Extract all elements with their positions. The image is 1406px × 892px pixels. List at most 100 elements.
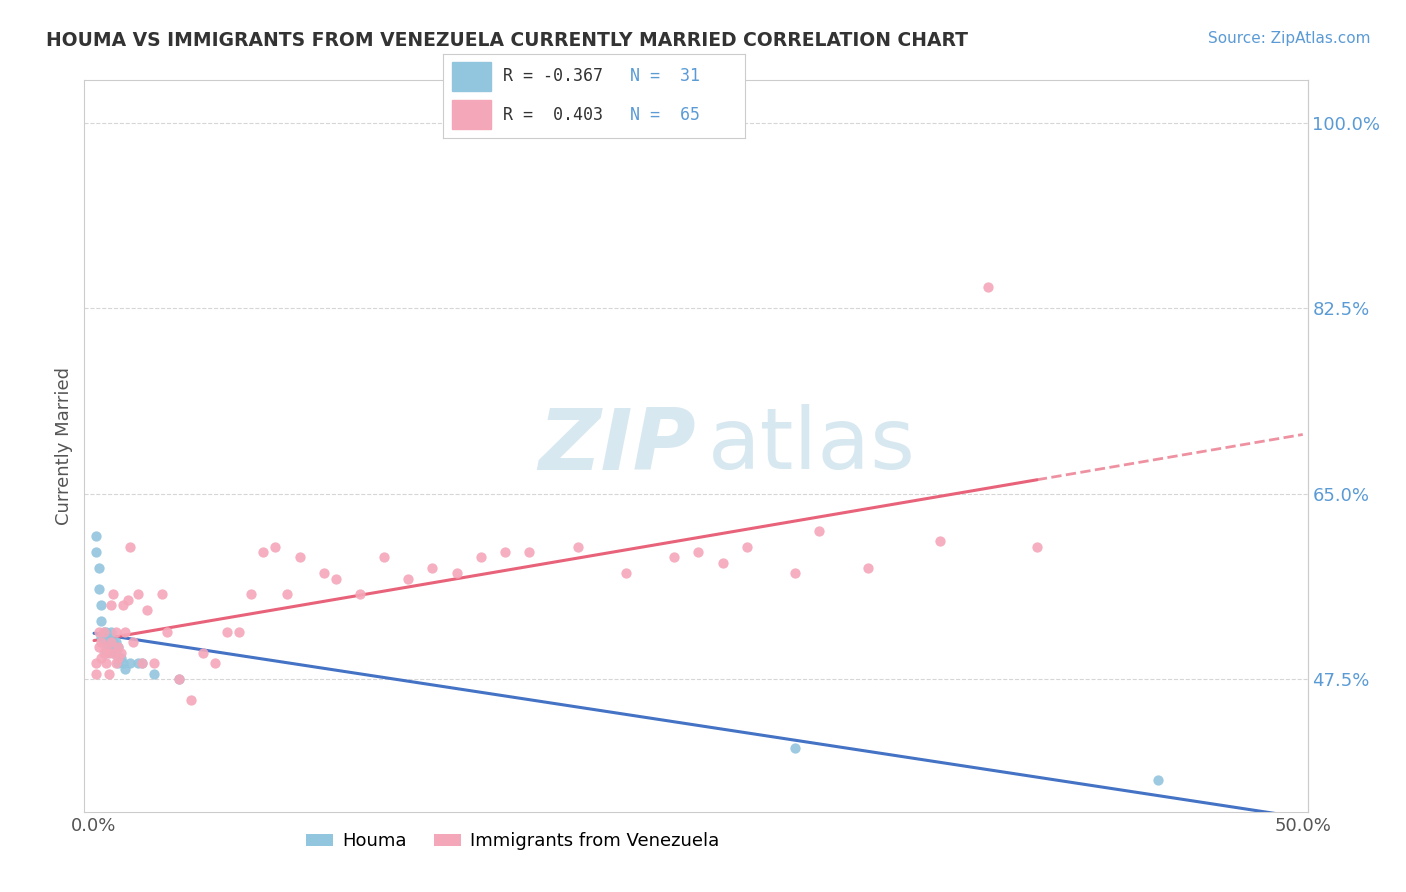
Point — [107, 640, 129, 655]
Point — [90, 630, 112, 644]
Point — [150, 587, 173, 601]
Point — [446, 566, 468, 581]
Point — [103, 635, 125, 649]
Text: R = -0.367: R = -0.367 — [503, 68, 603, 86]
Text: N =  31: N = 31 — [630, 68, 700, 86]
Point — [1146, 772, 1168, 787]
Point — [93, 624, 115, 639]
Point — [517, 545, 540, 559]
Point — [86, 529, 108, 543]
Point — [104, 635, 127, 649]
Point — [167, 672, 190, 686]
Point — [110, 651, 132, 665]
Point — [155, 624, 177, 639]
Point — [94, 646, 117, 660]
Point — [136, 603, 159, 617]
Point — [94, 640, 117, 655]
Point — [735, 540, 758, 554]
Point — [94, 635, 117, 649]
Point — [86, 667, 108, 681]
Point — [180, 693, 202, 707]
Point — [90, 635, 112, 649]
Point — [264, 540, 287, 554]
Point — [93, 646, 115, 660]
Point — [127, 657, 149, 671]
Point — [107, 651, 129, 665]
Point — [1025, 540, 1047, 554]
Point — [470, 550, 492, 565]
Point — [97, 630, 120, 644]
Point — [112, 657, 135, 671]
Point — [87, 624, 110, 639]
Point — [325, 572, 347, 586]
Point — [977, 280, 1000, 294]
Point — [494, 545, 516, 559]
Point — [567, 540, 589, 554]
Text: atlas: atlas — [709, 404, 917, 488]
Point — [808, 524, 831, 538]
Point — [191, 646, 214, 660]
Point — [688, 545, 710, 559]
Point — [114, 662, 136, 676]
Point — [90, 614, 112, 628]
Text: HOUMA VS IMMIGRANTS FROM VENEZUELA CURRENTLY MARRIED CORRELATION CHART: HOUMA VS IMMIGRANTS FROM VENEZUELA CURRE… — [46, 31, 969, 50]
Point — [228, 624, 250, 639]
Point — [93, 624, 115, 639]
Point — [94, 657, 117, 671]
Point — [87, 582, 110, 596]
Point — [112, 598, 135, 612]
Point — [276, 587, 298, 601]
Point — [121, 635, 143, 649]
Point — [117, 592, 139, 607]
Point — [103, 646, 125, 660]
Point — [373, 550, 395, 565]
Point — [396, 572, 419, 586]
Point — [664, 550, 686, 565]
Point — [131, 657, 153, 671]
Text: ZIP: ZIP — [538, 404, 696, 488]
Point — [100, 624, 122, 639]
Point — [929, 534, 952, 549]
Point — [90, 598, 112, 612]
Point — [104, 657, 127, 671]
Point — [100, 640, 122, 655]
Point — [349, 587, 371, 601]
Point — [94, 624, 117, 639]
Point — [90, 651, 112, 665]
Point — [87, 561, 110, 575]
Point — [86, 545, 108, 559]
Bar — [451, 100, 491, 129]
Point — [143, 657, 166, 671]
Point — [856, 561, 879, 575]
Point — [312, 566, 335, 581]
Point — [87, 640, 110, 655]
Text: N =  65: N = 65 — [630, 105, 700, 123]
Point — [100, 598, 122, 612]
Point — [614, 566, 637, 581]
Point — [240, 587, 263, 601]
Point — [120, 657, 142, 671]
Point — [120, 540, 142, 554]
Point — [97, 640, 120, 655]
Point — [215, 624, 238, 639]
Point — [167, 672, 190, 686]
Point — [711, 556, 734, 570]
Text: R =  0.403: R = 0.403 — [503, 105, 603, 123]
Point — [783, 566, 806, 581]
Point — [131, 657, 153, 671]
Point — [97, 646, 120, 660]
Point — [86, 657, 108, 671]
Point — [114, 624, 136, 639]
Point — [104, 646, 127, 660]
Point — [93, 635, 115, 649]
Point — [103, 587, 125, 601]
Point — [252, 545, 274, 559]
Text: Source: ZipAtlas.com: Source: ZipAtlas.com — [1208, 31, 1371, 46]
Point — [288, 550, 311, 565]
Point — [107, 640, 129, 655]
Point — [204, 657, 226, 671]
Legend: Houma, Immigrants from Venezuela: Houma, Immigrants from Venezuela — [298, 825, 727, 857]
Bar — [451, 62, 491, 91]
Point — [103, 646, 125, 660]
Point — [110, 646, 132, 660]
